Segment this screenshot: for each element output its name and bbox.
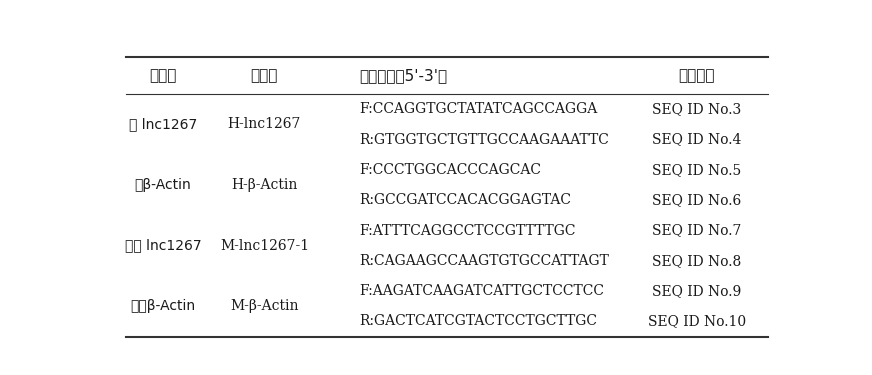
Text: SEQ ID No.5: SEQ ID No.5 [652,163,741,177]
Text: F:ATTTCAGGCCTCCGTTTTGC: F:ATTTCAGGCCTCCGTTTTGC [359,224,576,237]
Text: 基因名: 基因名 [149,68,177,83]
Text: R:CAGAAGCCAAGTGTGCCATTAGT: R:CAGAAGCCAAGTGTGCCATTAGT [359,254,609,268]
Text: 人 lnc1267: 人 lnc1267 [129,117,197,131]
Text: 小鼠β-Actin: 小鼠β-Actin [131,299,195,314]
Text: F:CCAGGTGCTATATCAGCCAGGA: F:CCAGGTGCTATATCAGCCAGGA [359,102,597,116]
Text: 小鼠 lnc1267: 小鼠 lnc1267 [125,238,201,253]
Text: M-lnc1267-1: M-lnc1267-1 [220,238,309,253]
Text: R:GTGGTGCTGTTGCCAAGAAATTC: R:GTGGTGCTGTTGCCAAGAAATTC [359,133,609,147]
Text: SEQ ID No.3: SEQ ID No.3 [652,102,741,116]
Text: SEQ ID No.7: SEQ ID No.7 [652,224,741,237]
Text: H-β-Actin: H-β-Actin [231,178,297,192]
Text: SEQ ID No.6: SEQ ID No.6 [652,193,741,207]
Text: R:GACTCATCGTACTCCTGCTTGC: R:GACTCATCGTACTCCTGCTTGC [359,315,597,328]
Text: 引物名: 引物名 [251,68,278,83]
Text: SEQ ID No.8: SEQ ID No.8 [652,254,741,268]
Text: H-lnc1267: H-lnc1267 [228,117,301,131]
Text: M-β-Actin: M-β-Actin [230,299,299,314]
Text: R:GCCGATCCACACGGAGTAC: R:GCCGATCCACACGGAGTAC [359,193,571,207]
Text: F:CCCTGGCACCCAGCAC: F:CCCTGGCACCCAGCAC [359,163,541,177]
Text: 人β-Actin: 人β-Actin [134,178,192,192]
Text: F:AAGATCAAGATCATTGCTCCTCC: F:AAGATCAAGATCATTGCTCCTCC [359,284,604,298]
Text: 双链序列（5'-3'）: 双链序列（5'-3'） [359,68,447,83]
Text: SEQ ID No.4: SEQ ID No.4 [652,133,741,147]
Text: 序列编号: 序列编号 [678,68,715,83]
Text: SEQ ID No.10: SEQ ID No.10 [648,315,746,328]
Text: SEQ ID No.9: SEQ ID No.9 [652,284,741,298]
